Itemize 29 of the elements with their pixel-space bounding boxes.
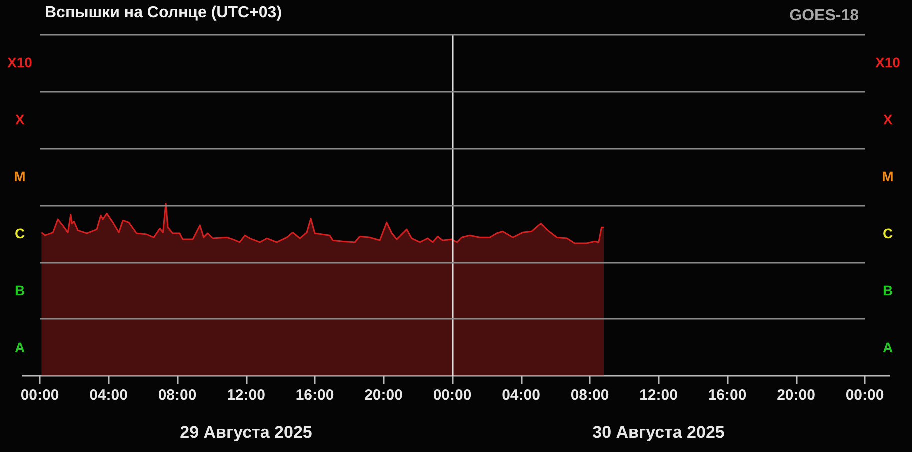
x-tick-label: 08:00 [570,387,610,404]
x-tick-label: 00:00 [846,387,884,404]
text: C [882,226,894,242]
x-tick-label: 08:00 [158,387,197,404]
x2-tick-label: 29 Августа 2025 [180,423,312,442]
text: C [14,226,26,242]
x-tick-label: 20:00 [777,387,816,404]
text: M [882,168,894,184]
x-tick-label: 12:00 [227,387,266,404]
text: B [882,282,894,298]
text: X10 [876,54,901,70]
x-tick-label: 04:00 [502,387,540,404]
text: X [15,112,26,128]
x-tick-label: 12:00 [640,387,678,404]
x-tick-label: 16:00 [296,387,334,404]
text: M [14,168,26,184]
x-tick-label: 16:00 [708,387,747,404]
text: X [883,112,894,128]
chart-subtitle: GOES-18 [790,8,860,24]
x-tick-label: 20:00 [364,387,403,404]
text: B [14,282,26,298]
text: A [14,340,26,356]
chart-title: Вспышки на Солнце (UTC+03) [45,4,282,22]
text: X10 [8,54,33,70]
x2-tick-label: 30 Августа 2025 [592,423,725,442]
x-tick-label: 00:00 [20,387,60,404]
x-tick-label: 00:00 [433,387,472,404]
x-tick-label: 04:00 [90,387,128,404]
text: A [882,340,894,356]
